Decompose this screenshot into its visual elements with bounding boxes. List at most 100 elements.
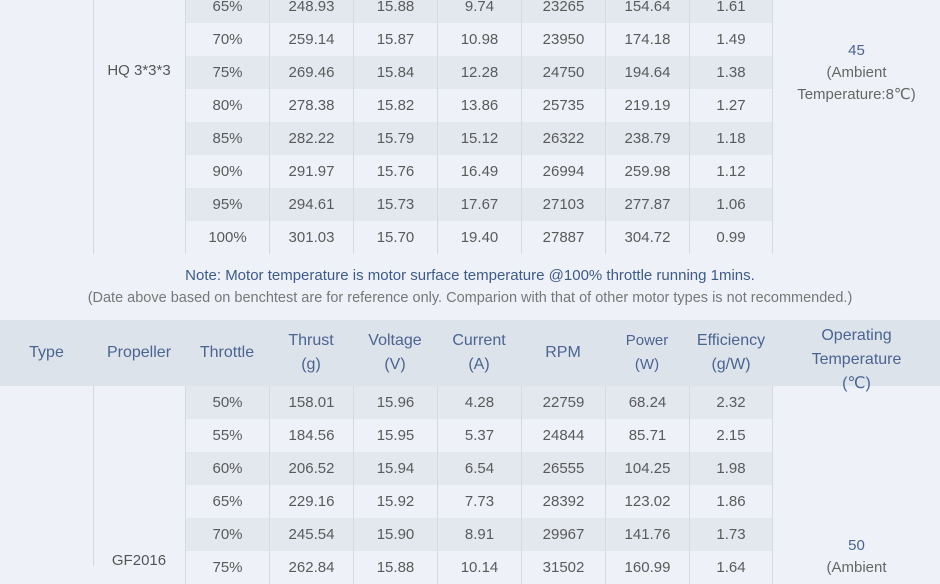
throttle-cell: 100% (185, 221, 269, 254)
current-cell: 4.28 (437, 386, 521, 419)
current-cell: 19.40 (437, 221, 521, 254)
thrust-cell: 301.03 (269, 221, 353, 254)
efficiency-cell: 1.73 (689, 518, 773, 551)
efficiency-cell: 1.98 (689, 452, 773, 485)
note-text: Note: Motor temperature is motor surface… (185, 267, 755, 284)
power-cell: 104.25 (605, 452, 689, 485)
throttle-cell: 65% (185, 485, 269, 518)
throttle-cell: 50% (185, 386, 269, 419)
rpm-cell: 31502 (521, 551, 605, 584)
current-cell: 15.12 (437, 122, 521, 155)
power-cell: 238.79 (605, 122, 689, 155)
rpm-cell: 29967 (521, 518, 605, 551)
thrust-cell: 206.52 (269, 452, 353, 485)
current-cell: 8.91 (437, 518, 521, 551)
thrust-cell: 278.38 (269, 89, 353, 122)
temperature-value: 45 (848, 42, 865, 59)
voltage-cell: 15.92 (353, 485, 437, 518)
power-cell: 85.71 (605, 419, 689, 452)
thrust-cell: 262.84 (269, 551, 353, 584)
header-current-unit: (A) (468, 356, 490, 373)
header-efficiency-unit: (g/W) (711, 356, 751, 373)
voltage-cell: 15.76 (353, 155, 437, 188)
efficiency-cell: 1.18 (689, 122, 773, 155)
table-header: Type Propeller Throttle Thrust (g) Voltag… (0, 320, 940, 392)
header-thrust-label: Thrust (288, 332, 334, 349)
voltage-cell: 15.95 (353, 419, 437, 452)
power-cell: 259.98 (605, 155, 689, 188)
note-section: Note: Motor temperature is motor surface… (0, 254, 940, 320)
rpm-cell: 24844 (521, 419, 605, 452)
rpm-cell: 23265 (521, 0, 605, 23)
efficiency-cell: 1.64 (689, 551, 773, 584)
thrust-cell: 282.22 (269, 122, 353, 155)
thrust-cell: 158.01 (269, 386, 353, 419)
efficiency-cell: 1.06 (689, 188, 773, 221)
power-cell: 194.64 (605, 56, 689, 89)
temperature-ambient-label: (Ambient (826, 559, 887, 576)
throttle-cell: 70% (185, 23, 269, 56)
power-cell: 141.76 (605, 518, 689, 551)
voltage-cell: 15.84 (353, 56, 437, 89)
throttle-cell: 60% (185, 452, 269, 485)
throttle-cell: 75% (185, 551, 269, 584)
header-thrust: Thrust (g) (269, 320, 353, 386)
throttle-cell: 55% (185, 419, 269, 452)
header-current: Current (A) (437, 320, 521, 386)
table-row: 50% 158.01 15.96 4.28 22759 68.24 2.32 (0, 386, 940, 419)
thrust-cell: 184.56 (269, 419, 353, 452)
thrust-cell: 259.14 (269, 23, 353, 56)
column-divider (93, 386, 94, 566)
table-row: 75% 269.46 15.84 12.28 24750 194.64 1.38 (0, 56, 940, 89)
header-temp-label-1: Operating (821, 327, 892, 344)
throttle-cell: 85% (185, 122, 269, 155)
table-row: 65% 248.93 15.88 9.74 23265 154.64 1.61 (0, 0, 940, 23)
propeller-cell: HQ 3*3*3 (107, 62, 171, 79)
voltage-cell: 15.88 (353, 0, 437, 23)
current-cell: 5.37 (437, 419, 521, 452)
rpm-cell: 26555 (521, 452, 605, 485)
power-cell: 219.19 (605, 89, 689, 122)
efficiency-cell: 1.86 (689, 485, 773, 518)
operating-temperature-cell: 50 (Ambient (773, 535, 940, 579)
voltage-cell: 15.90 (353, 518, 437, 551)
rpm-cell: 26994 (521, 155, 605, 188)
temperature-ambient-value: Temperature:8℃) (797, 86, 916, 103)
table-row: 95% 294.61 15.73 17.67 27103 277.87 1.06 (0, 188, 940, 221)
power-cell: 68.24 (605, 386, 689, 419)
efficiency-cell: 0.99 (689, 221, 773, 254)
table-row: 70% 259.14 15.87 10.98 23950 174.18 1.49 (0, 23, 940, 56)
current-cell: 12.28 (437, 56, 521, 89)
header-current-label: Current (452, 332, 506, 349)
thrust-cell: 229.16 (269, 485, 353, 518)
rpm-cell: 22759 (521, 386, 605, 419)
header-power-label: Power (625, 332, 669, 349)
table-row: 70% 245.54 15.90 8.91 29967 141.76 1.73 (0, 518, 940, 551)
table-row: 55% 184.56 15.95 5.37 24844 85.71 2.15 (0, 419, 940, 452)
efficiency-cell: 1.12 (689, 155, 773, 188)
voltage-cell: 15.73 (353, 188, 437, 221)
rpm-cell: 27103 (521, 188, 605, 221)
rpm-cell: 24750 (521, 56, 605, 89)
header-power-unit: (W) (634, 356, 660, 373)
efficiency-cell: 2.15 (689, 419, 773, 452)
header-voltage: Voltage (V) (353, 320, 437, 386)
power-cell: 160.99 (605, 551, 689, 584)
header-temp-label-2: Temperature (811, 351, 902, 368)
table-row: 80% 278.38 15.82 13.86 25735 219.19 1.27 (0, 89, 940, 122)
temperature-value: 50 (848, 537, 865, 554)
header-power: Power (W) (605, 320, 689, 386)
current-cell: 16.49 (437, 155, 521, 188)
rpm-cell: 27887 (521, 221, 605, 254)
header-temp-unit: (℃) (842, 375, 871, 392)
table-row: 85% 282.22 15.79 15.12 26322 238.79 1.18 (0, 122, 940, 155)
current-cell: 6.54 (437, 452, 521, 485)
throttle-cell: 75% (185, 56, 269, 89)
voltage-cell: 15.94 (353, 452, 437, 485)
throttle-cell: 95% (185, 188, 269, 221)
header-efficiency: Efficiency (g/W) (689, 320, 773, 386)
throttle-cell: 65% (185, 0, 269, 23)
current-cell: 13.86 (437, 89, 521, 122)
power-cell: 174.18 (605, 23, 689, 56)
voltage-cell: 15.88 (353, 551, 437, 584)
